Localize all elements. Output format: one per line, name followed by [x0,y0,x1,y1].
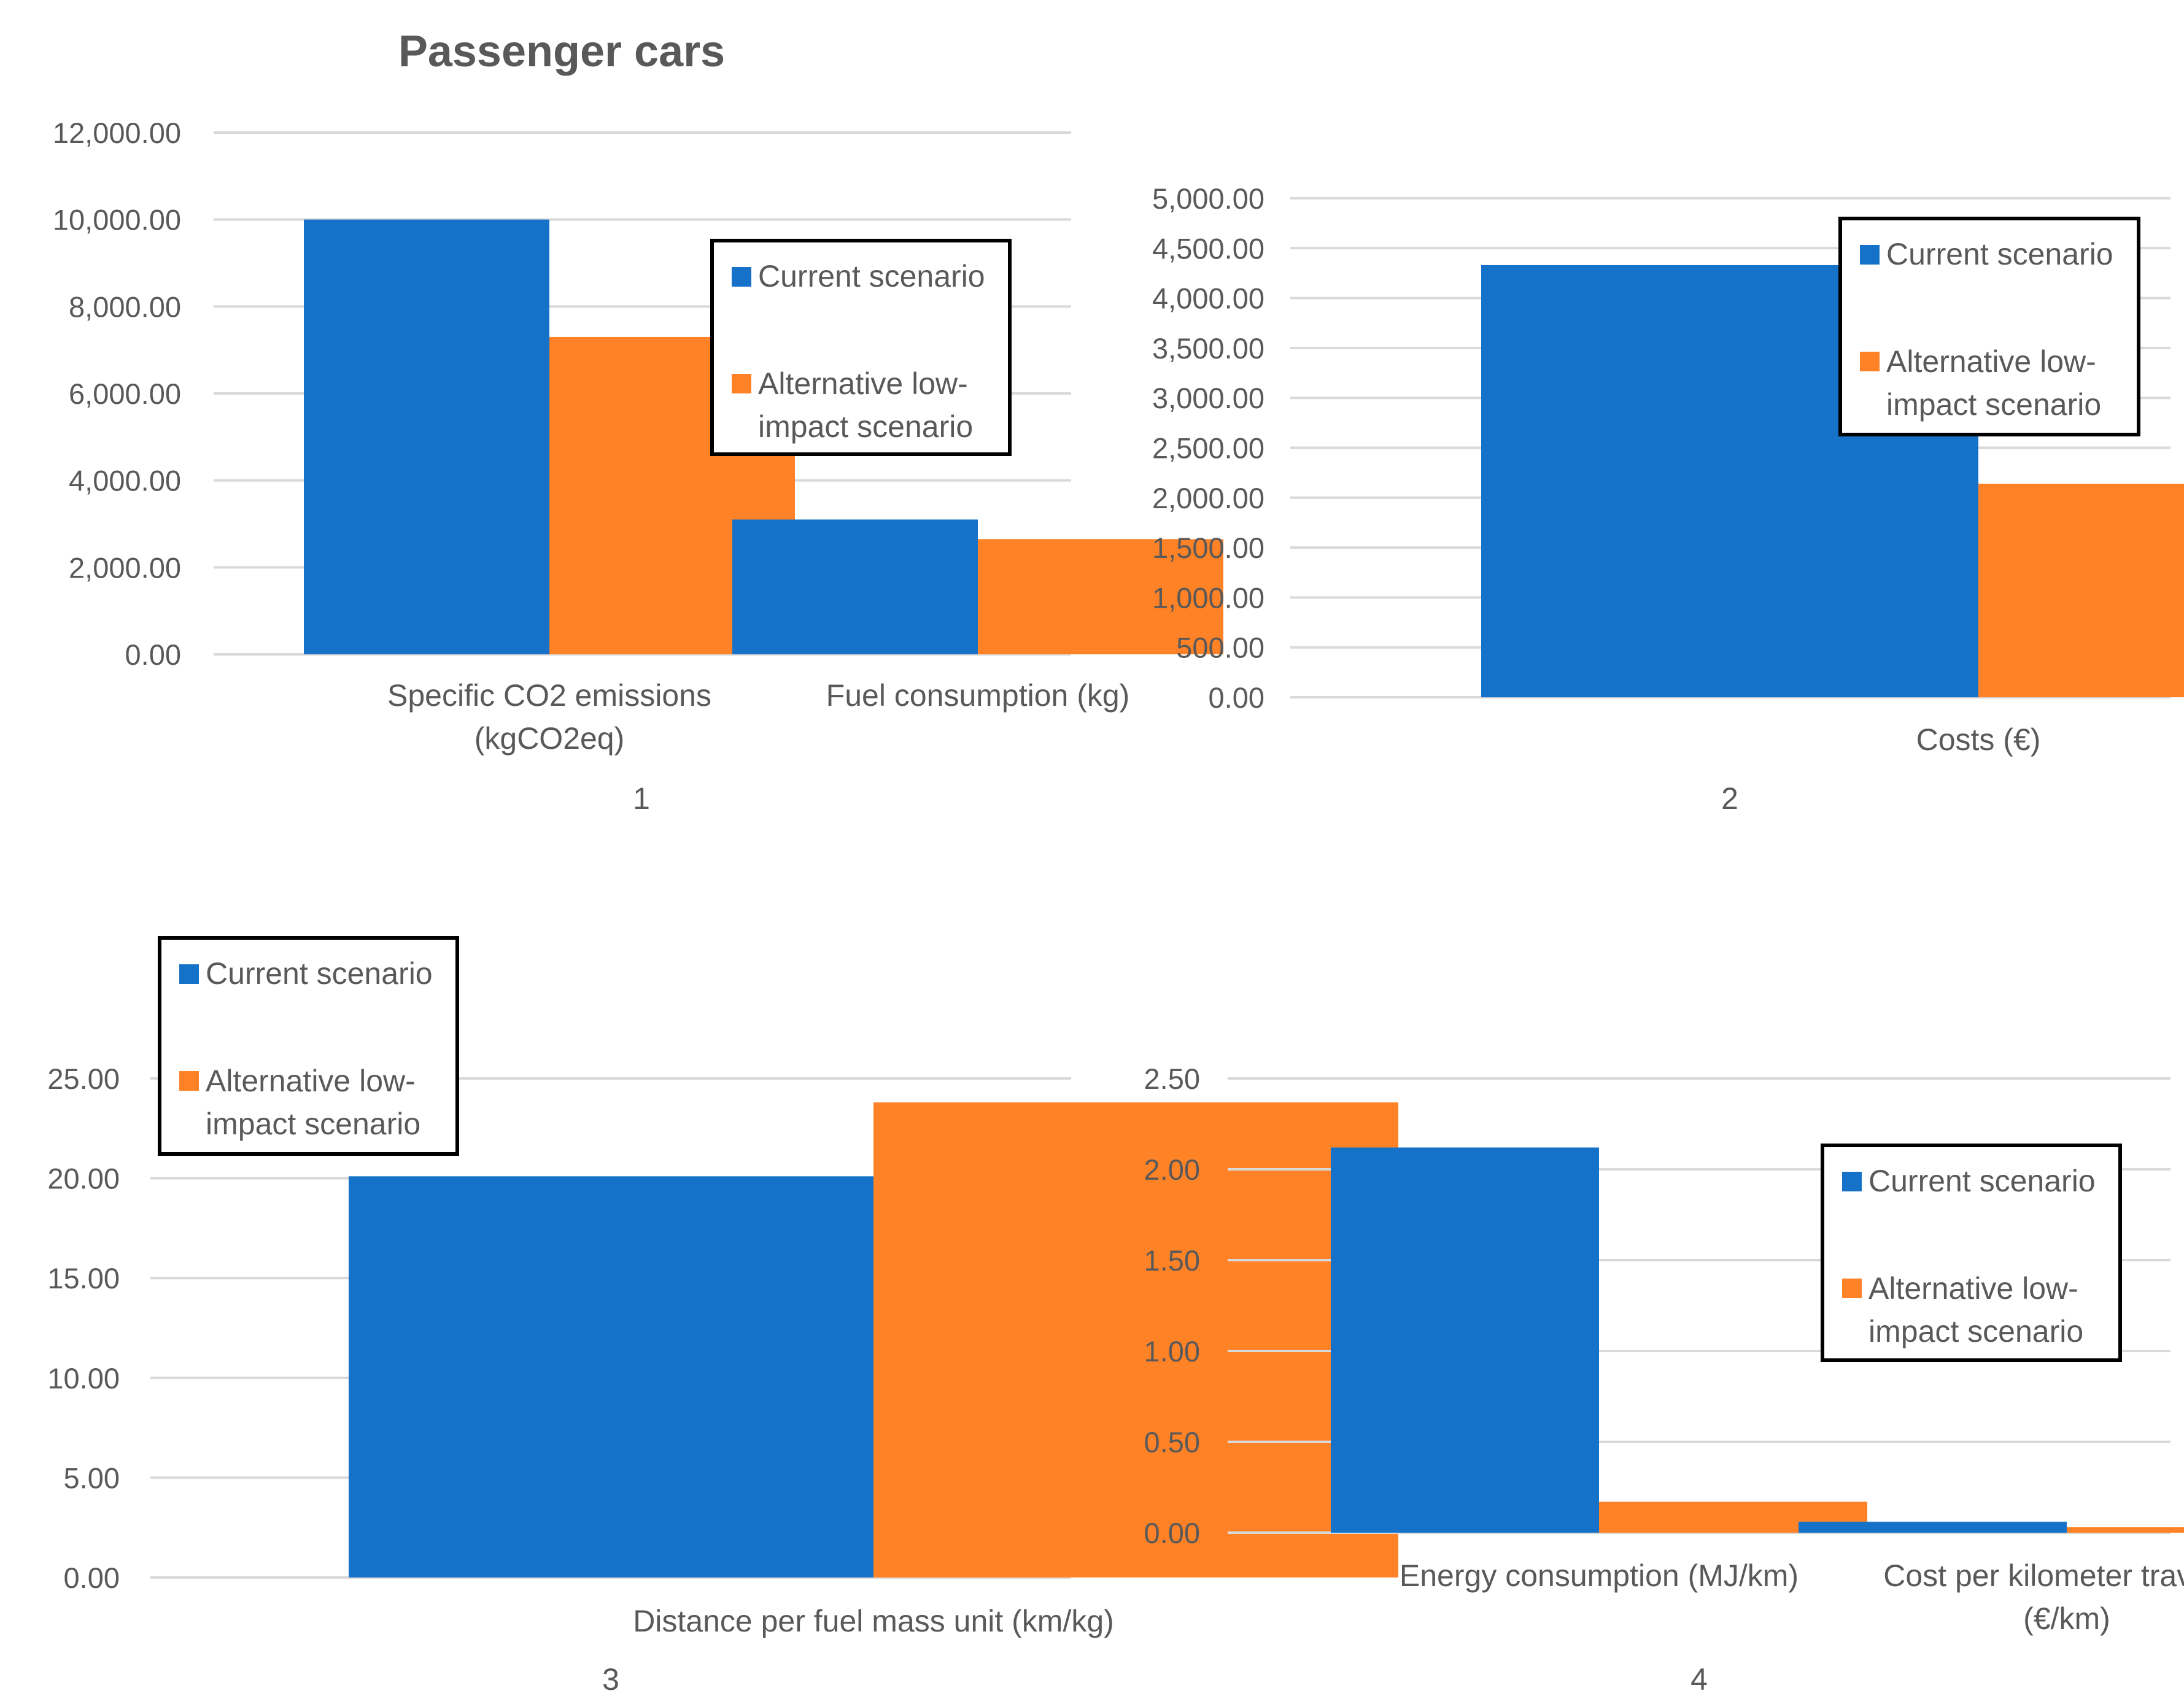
y-tick-label: 6,000.00 [69,377,181,410]
y-tick-label: 1,500.00 [1152,532,1264,564]
chart-panel-4: 0.00 0.50 1.00 1.50 2.00 2.50 Energy consumpti… [1144,1063,2184,1697]
legend-label-current: Current scenario [1868,1164,2096,1198]
y-tick-label: 3,000.00 [1152,382,1264,414]
legend-swatch-current [179,964,199,984]
y-tick-label: 1.00 [1144,1335,1200,1368]
bar-alternative-2 [978,539,1223,654]
chart-panel-3: 0.00 5.00 10.00 15.00 20.00 25.00 Distance per… [47,936,1398,1697]
bar-current-2 [732,519,978,654]
y-tick-label: 0.00 [64,1562,120,1594]
legend-label-current: Current scenario [1886,237,2113,271]
y-tick-label: 10.00 [47,1362,120,1395]
x-category-label: Cost per kilometer traveled [1883,1558,2184,1593]
legend: Current scenario Alternative low-impact s… [158,936,459,1156]
y-tick-label: 0.00 [1209,681,1264,714]
legend-label-alternative-line1: Alternative low- [1868,1271,2078,1306]
legend-label-alternative-line2: impact scenario [758,409,973,444]
x-category-label: (kgCO2eq) [474,721,625,756]
x-category-label: Fuel consumption (kg) [826,678,1130,713]
figure-title: Passenger cars [398,27,725,76]
y-tick-label: 4,000.00 [69,465,181,497]
y-tick-label: 8,000.00 [69,290,181,323]
y-tick-label: 500.00 [1176,632,1264,664]
legend-swatch-current [732,267,751,287]
panel-number-label: 2 [1721,781,1738,816]
legend-label-alternative-line1: Alternative low- [758,366,968,401]
legend-swatch-current [1860,245,1880,265]
legend-swatch-alternative [732,374,751,393]
legend-label-alternative-line1: Alternative low- [1886,344,2096,379]
y-tick-label: 2,000.00 [69,551,181,584]
legend-swatch-alternative [1860,352,1880,371]
x-category-label: Specific CO2 emissions [387,678,711,713]
legend: Current scenario Alternative low-impact s… [1821,1144,2122,1362]
y-tick-label: 4,000.00 [1152,282,1264,315]
legend-swatch-current [1842,1172,1862,1191]
legend: Current scenario Alternative low-impact s… [1838,217,2140,436]
panel-number-label: 4 [1690,1662,1708,1697]
bar-alternative-1 [873,1102,1398,1577]
legend-frame [1838,217,2140,436]
bar-current-1 [349,1176,873,1577]
chart-panel-2: 0.00 500.00 1,000.00 1,500.00 2,000.00 2,500.… [1152,182,2184,816]
legend-frame [1821,1144,2122,1362]
x-category-label: Costs (€) [1916,722,2041,757]
y-tick-label: 2.00 [1144,1153,1200,1186]
legend-label-alternative-line2: impact scenario [1886,387,2101,422]
y-tick-label: 25.00 [47,1063,120,1095]
legend-label-alternative-line2: impact scenario [206,1107,420,1141]
y-tick-label: 4,500.00 [1152,232,1264,265]
y-tick-label: 15.00 [47,1262,120,1295]
bar-current-2 [1799,1522,2067,1533]
y-tick-label: 1.50 [1144,1244,1200,1277]
legend-label-alternative-line1: Alternative low- [206,1064,416,1098]
bar-alternative-1 [1978,484,2184,697]
y-tick-label: 5.00 [64,1461,120,1494]
x-category-label: Distance per fuel mass unit (km/kg) [633,1604,1114,1638]
panel-number-label: 3 [602,1662,619,1697]
panels-container: 0.00 2,000.00 4,000.00 6,000.00 8,000.00 10,0… [47,117,2184,1697]
bar-current-1 [1331,1147,1599,1533]
y-tick-label: 2,500.00 [1152,432,1264,465]
x-category-label: (€/km) [2023,1601,2110,1636]
chart-panel-1: 0.00 2,000.00 4,000.00 6,000.00 8,000.00 10,0… [53,117,1223,816]
bar-alternative-2 [2067,1527,2184,1533]
y-tick-label: 2.50 [1144,1063,1200,1095]
bar-current-1 [304,219,549,655]
panel-number-label: 1 [633,781,650,816]
y-tick-label: 12,000.00 [53,117,181,149]
y-tick-label: 5,000.00 [1152,182,1264,215]
legend-swatch-alternative [179,1071,199,1091]
y-tick-label: 0.00 [125,638,181,671]
legend-frame [158,936,459,1156]
x-category-label: Energy consumption (MJ/km) [1400,1558,1799,1593]
legend-label-current: Current scenario [758,259,985,293]
legend-label-alternative-line2: impact scenario [1868,1314,2083,1349]
legend-swatch-alternative [1842,1279,1862,1298]
legend-label-current: Current scenario [206,956,433,991]
y-tick-label: 10,000.00 [53,204,181,236]
legend: Current scenario Alternative low-impact s… [710,239,1012,456]
y-tick-label: 1,000.00 [1152,581,1264,614]
y-tick-label: 2,000.00 [1152,482,1264,514]
y-tick-label: 20.00 [47,1163,120,1195]
legend-frame [710,239,1012,456]
y-tick-label: 0.00 [1144,1517,1200,1549]
y-tick-label: 0.50 [1144,1426,1200,1458]
y-tick-label: 3,500.00 [1152,332,1264,365]
